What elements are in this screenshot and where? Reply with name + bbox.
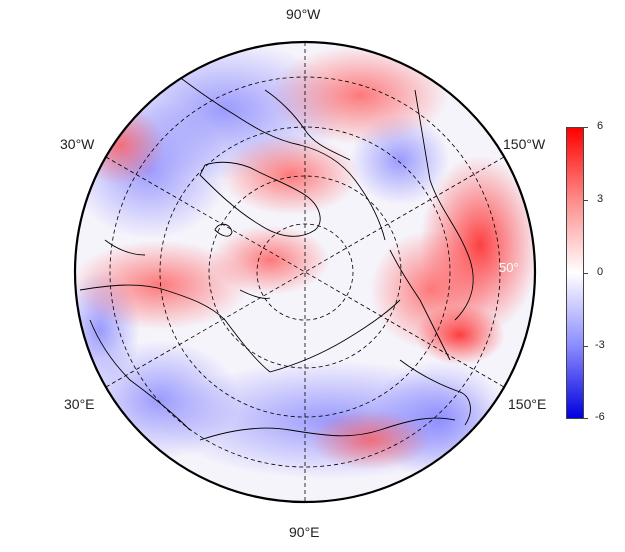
colorbar-tick-mark (584, 127, 588, 128)
label-30e: 30°E (64, 396, 95, 412)
anomaly-field (75, 42, 535, 502)
colorbar-tick-mark (584, 346, 588, 347)
colorbar-tick-minus-3: -3 (595, 339, 605, 351)
label-90w: 90°W (286, 6, 321, 22)
colorbar-tick-6: 6 (597, 120, 604, 132)
colorbar-tick-mark (584, 273, 588, 274)
graticule (105, 42, 505, 502)
label-30w: 30°W (60, 136, 95, 152)
colorbar-tick-mark (584, 418, 588, 419)
label-50-parallel: 50° (499, 260, 519, 275)
label-90e: 90°E (289, 524, 320, 540)
colorbar-tick-minus-6: -6 (595, 411, 605, 423)
map-border (73, 40, 537, 504)
colorbar (566, 127, 584, 419)
colorbar-tick-0: 0 (597, 266, 604, 278)
label-150e: 150°E (508, 396, 547, 412)
label-150w: 150°W (503, 136, 546, 152)
colorbar-tick-3: 3 (597, 193, 604, 205)
colorbar-tick-mark (584, 200, 588, 201)
